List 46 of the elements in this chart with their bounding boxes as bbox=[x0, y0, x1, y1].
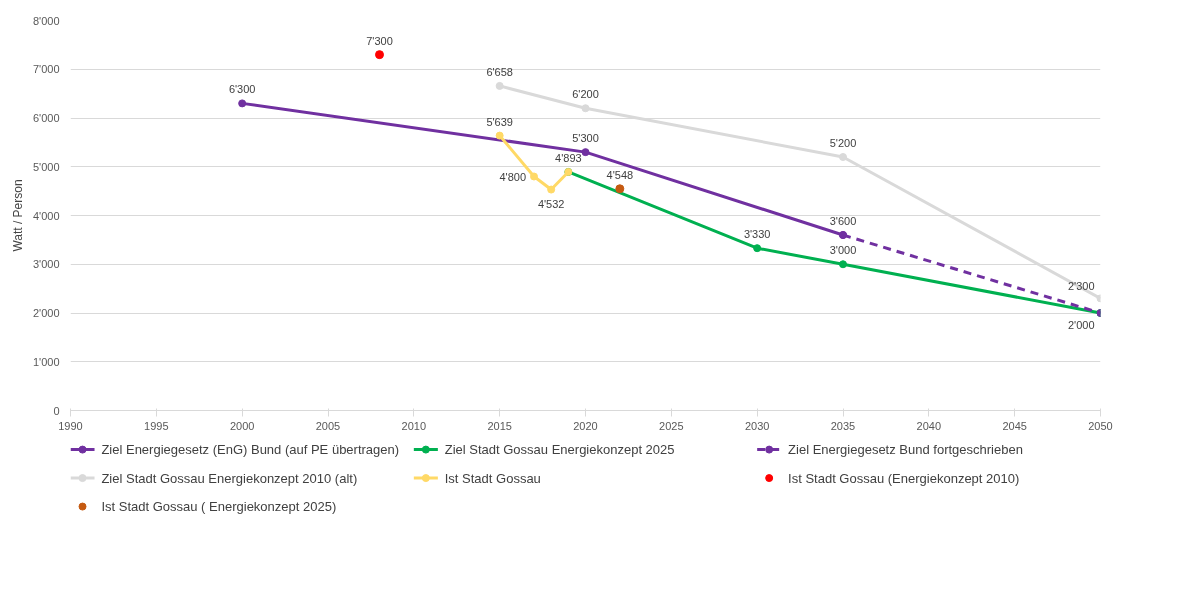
x-tick-label: 2000 bbox=[229, 419, 255, 432]
x-tick-label: 2015 bbox=[487, 419, 512, 432]
data-label: 4'893 bbox=[555, 151, 582, 164]
legend-label: Ist Stadt Gossau bbox=[444, 470, 541, 486]
y-tick-label: 0 bbox=[53, 404, 60, 417]
x-tick-label: 2005 bbox=[315, 419, 341, 432]
x-tick-label: 2010 bbox=[401, 419, 427, 432]
y-tick-label: 5'000 bbox=[32, 160, 60, 173]
data-label: 3'600 bbox=[829, 215, 857, 227]
y-axis-title: Watt / Person bbox=[10, 179, 25, 252]
data-label: 6'200 bbox=[572, 88, 599, 101]
data-label: 5'300 bbox=[572, 132, 599, 145]
legend-label: Ziel Stadt Gossau Energiekonzept 2025 bbox=[444, 442, 675, 458]
legend-label: Ziel Stadt Gossau Energiekonzept 2010 (alt) bbox=[101, 470, 358, 486]
data-label: 6'300 bbox=[228, 83, 256, 96]
x-tick-label: 2045 bbox=[1002, 419, 1027, 432]
y-tick-label: 1'000 bbox=[32, 355, 60, 368]
data-label: 3'000 bbox=[829, 244, 857, 257]
x-tick-label: 2025 bbox=[659, 419, 684, 432]
x-tick-label: 2040 bbox=[916, 419, 942, 432]
y-tick-label: 6'000 bbox=[32, 112, 60, 124]
x-tick-label: 2020 bbox=[573, 419, 598, 432]
y-tick-label: 8'000 bbox=[32, 14, 60, 27]
data-label: 3'330 bbox=[743, 228, 771, 241]
data-label: 7'300 bbox=[366, 34, 393, 47]
x-tick-label: 2035 bbox=[830, 419, 856, 432]
legend-label: Ziel Energiegesetz (EnG) Bund (auf PE übertragen) bbox=[101, 442, 400, 458]
data-label: 4'548 bbox=[606, 168, 634, 181]
y-tick-label: 3'000 bbox=[32, 258, 60, 271]
data-label: 2'300 bbox=[1067, 280, 1095, 293]
legend-label: Ist Stadt Gossau (Energiekonzept 2010) bbox=[788, 470, 1020, 486]
data-label: 2'000 bbox=[1067, 319, 1095, 331]
y-tick-label: 7'000 bbox=[32, 63, 60, 76]
x-tick-label: 1995 bbox=[144, 419, 169, 432]
data-label: 5'200 bbox=[829, 137, 857, 149]
data-label: 5'639 bbox=[486, 115, 513, 128]
y-tick-label: 4'000 bbox=[32, 209, 60, 222]
data-label: 4'800 bbox=[499, 170, 527, 183]
data-label: 4'532 bbox=[537, 197, 565, 210]
legend-label: Ist Stadt Gossau ( Energiekonzept 2025) bbox=[101, 499, 337, 515]
x-tick-label: 1990 bbox=[58, 419, 83, 432]
y-tick-label: 2'000 bbox=[32, 307, 60, 319]
x-tick-label: 2030 bbox=[744, 419, 770, 432]
data-label: 6'658 bbox=[486, 65, 513, 78]
x-tick-label: 2050 bbox=[1088, 419, 1113, 432]
legend-label: Ziel Energiegesetz Bund fortgeschrieben bbox=[788, 442, 1023, 458]
